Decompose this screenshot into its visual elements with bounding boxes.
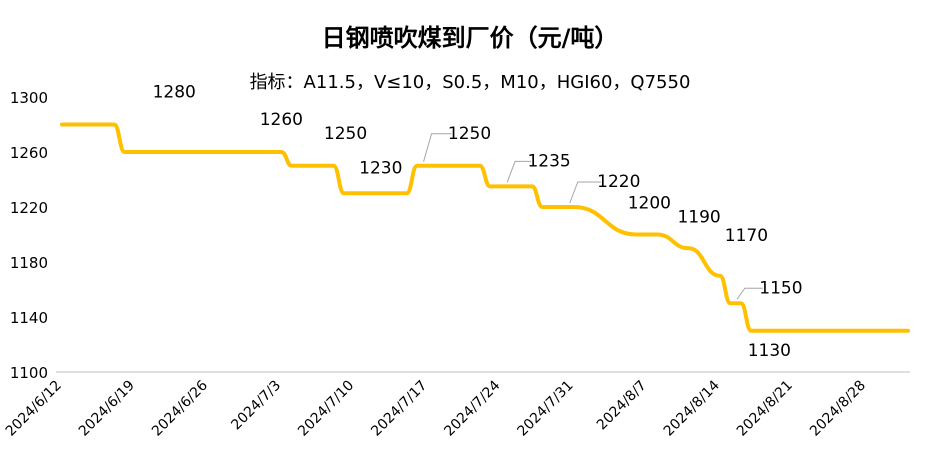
x-tick-label: 2024/8/7 — [594, 378, 650, 434]
x-tick-label: 2024/6/26 — [149, 377, 211, 439]
y-tick-label: 1140 — [10, 309, 48, 327]
data-label: 1235 — [527, 151, 570, 171]
data-label-leader — [736, 287, 763, 300]
data-label: 1170 — [725, 226, 768, 246]
data-label-leader — [423, 133, 452, 162]
data-label: 1250 — [448, 124, 491, 144]
x-tick-label: 2024/6/12 — [3, 378, 65, 440]
chart-subtitle: 指标：A11.5，V≤10，S0.5，M10，HGI60，Q7550 — [249, 72, 691, 93]
data-label: 1200 — [628, 194, 671, 214]
x-tick-label: 2024/8/21 — [734, 378, 796, 440]
x-tick-label: 2024/7/17 — [368, 378, 430, 440]
x-tick-label: 2024/7/10 — [295, 378, 357, 440]
y-tick-label: 1220 — [10, 199, 48, 217]
data-label: 1220 — [597, 172, 640, 192]
x-tick-label: 2024/6/19 — [76, 378, 138, 440]
x-tick-label: 2024/8/28 — [807, 378, 869, 440]
data-label-leader — [569, 181, 601, 204]
data-label: 1280 — [153, 83, 196, 103]
data-label: 1150 — [759, 278, 802, 298]
data-label: 1230 — [359, 158, 402, 178]
chart-title: 日钢喷吹煤到厂价（元/吨） — [321, 24, 619, 52]
x-tick-label: 2024/7/3 — [228, 378, 284, 434]
y-tick-label: 1100 — [10, 364, 48, 382]
data-label-leader — [506, 160, 532, 183]
x-tick-label: 2024/7/24 — [441, 377, 503, 439]
y-tick-label: 1180 — [10, 254, 48, 272]
x-tick-label: 2024/7/31 — [515, 378, 577, 440]
x-tick-label: 2024/8/14 — [661, 377, 723, 439]
data-label: 1250 — [324, 124, 367, 144]
y-tick-label: 1300 — [10, 89, 48, 107]
series-line — [60, 122, 910, 333]
data-label: 1130 — [748, 341, 791, 361]
y-tick-label: 1260 — [10, 144, 48, 162]
data-label: 1190 — [677, 207, 720, 227]
data-label: 1260 — [260, 110, 303, 130]
